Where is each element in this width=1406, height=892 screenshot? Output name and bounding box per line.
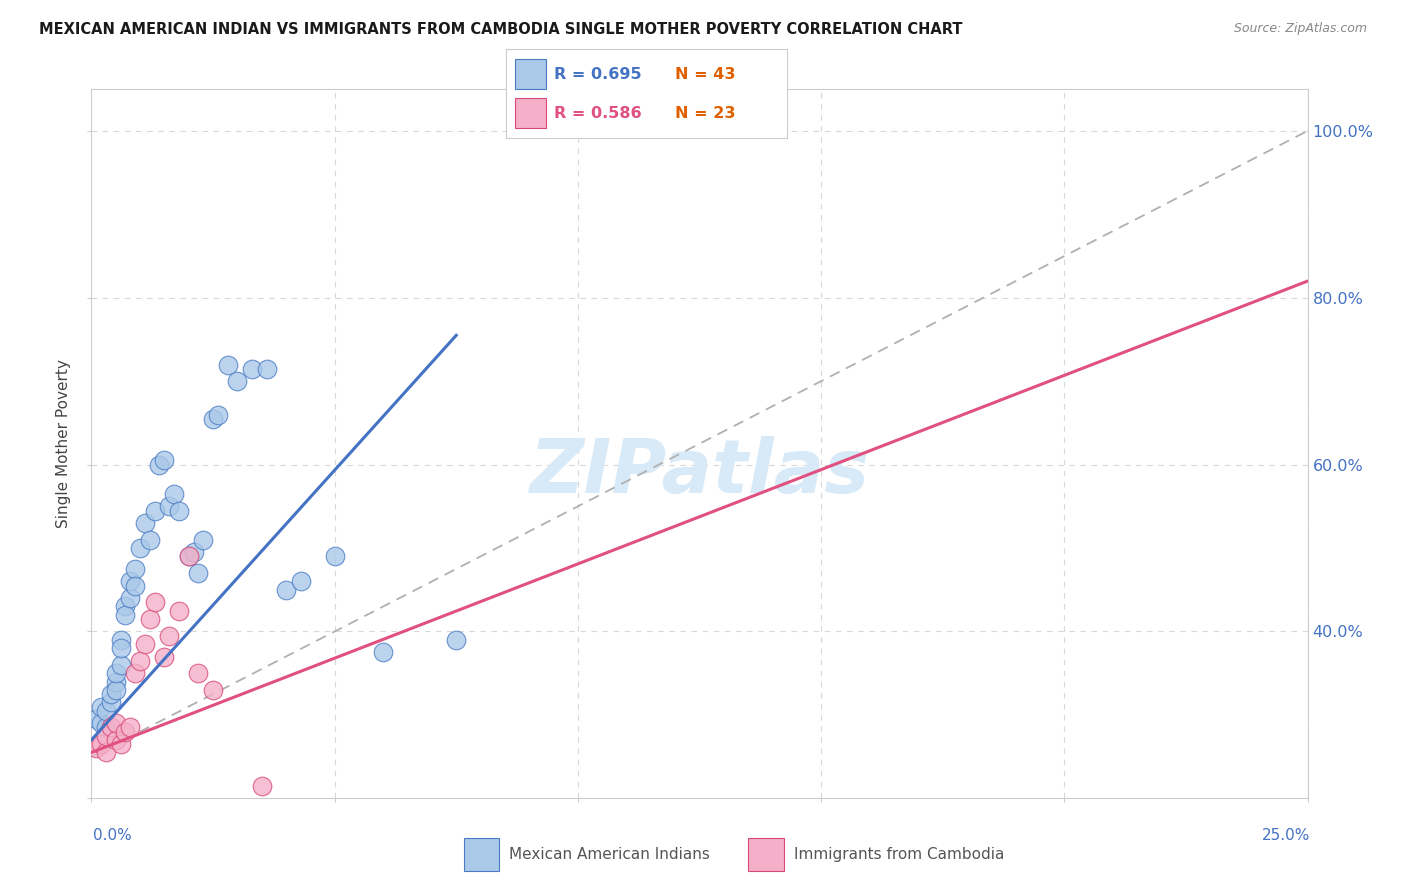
Text: R = 0.695: R = 0.695 [554,67,641,81]
Point [193,533,215,547]
Point [104,682,127,697]
Point [110,657,132,672]
FancyBboxPatch shape [464,838,499,871]
Point [90,737,112,751]
Point [167,604,190,618]
Point [148,458,170,472]
Point [84,741,107,756]
Point [183,545,205,559]
Point [240,361,263,376]
Point [134,637,156,651]
Point [124,579,146,593]
FancyBboxPatch shape [515,98,546,128]
Text: R = 0.586: R = 0.586 [554,106,641,120]
Point [444,632,467,647]
Point [153,649,176,664]
Point [226,374,249,388]
Point [110,641,132,656]
Text: Immigrants from Cambodia: Immigrants from Cambodia [793,847,1004,862]
Text: N = 43: N = 43 [675,67,735,81]
Y-axis label: Single Mother Poverty: Single Mother Poverty [56,359,72,528]
Point [90,716,112,731]
Point [143,595,166,609]
Point [104,733,127,747]
Point [163,487,186,501]
Point [143,503,166,517]
Point [100,695,122,709]
Point [120,721,142,735]
Point [120,591,142,606]
Point [129,654,152,668]
Point [90,699,112,714]
Point [187,566,209,580]
Point [139,533,162,547]
Point [124,562,146,576]
Text: MEXICAN AMERICAN INDIAN VS IMMIGRANTS FROM CAMBODIA SINGLE MOTHER POVERTY CORREL: MEXICAN AMERICAN INDIAN VS IMMIGRANTS FR… [39,22,963,37]
Point [139,612,162,626]
Point [157,629,180,643]
FancyBboxPatch shape [748,838,785,871]
Text: Mexican American Indians: Mexican American Indians [509,847,710,862]
Point [94,746,117,760]
Point [274,582,297,597]
Point [110,737,132,751]
Point [114,599,136,614]
Point [120,574,142,589]
Point [84,712,107,726]
Point [217,358,239,372]
Point [94,729,117,743]
Point [104,674,127,689]
Text: 25.0%: 25.0% [1263,829,1310,843]
Point [134,516,156,530]
Point [177,549,200,564]
Point [373,645,395,659]
Point [202,682,225,697]
Point [110,632,132,647]
Point [100,721,122,735]
Point [207,408,229,422]
Text: 0.0%: 0.0% [93,829,132,843]
Point [104,716,127,731]
Point [202,411,225,425]
Point [167,503,190,517]
Text: N = 23: N = 23 [675,106,735,120]
Point [114,724,136,739]
Point [323,549,346,564]
Point [187,666,209,681]
Point [124,666,146,681]
Point [290,574,312,589]
Point [114,607,136,622]
Point [713,120,735,134]
FancyBboxPatch shape [515,59,546,89]
Point [177,549,200,564]
Point [157,500,180,514]
Point [153,453,176,467]
Text: Source: ZipAtlas.com: Source: ZipAtlas.com [1233,22,1367,36]
Point [94,704,117,718]
Point [250,779,273,793]
Point [104,666,127,681]
Point [256,361,278,376]
Text: ZIPatlas: ZIPatlas [530,435,869,508]
Point [100,687,122,701]
Point [94,721,117,735]
Point [129,541,152,555]
